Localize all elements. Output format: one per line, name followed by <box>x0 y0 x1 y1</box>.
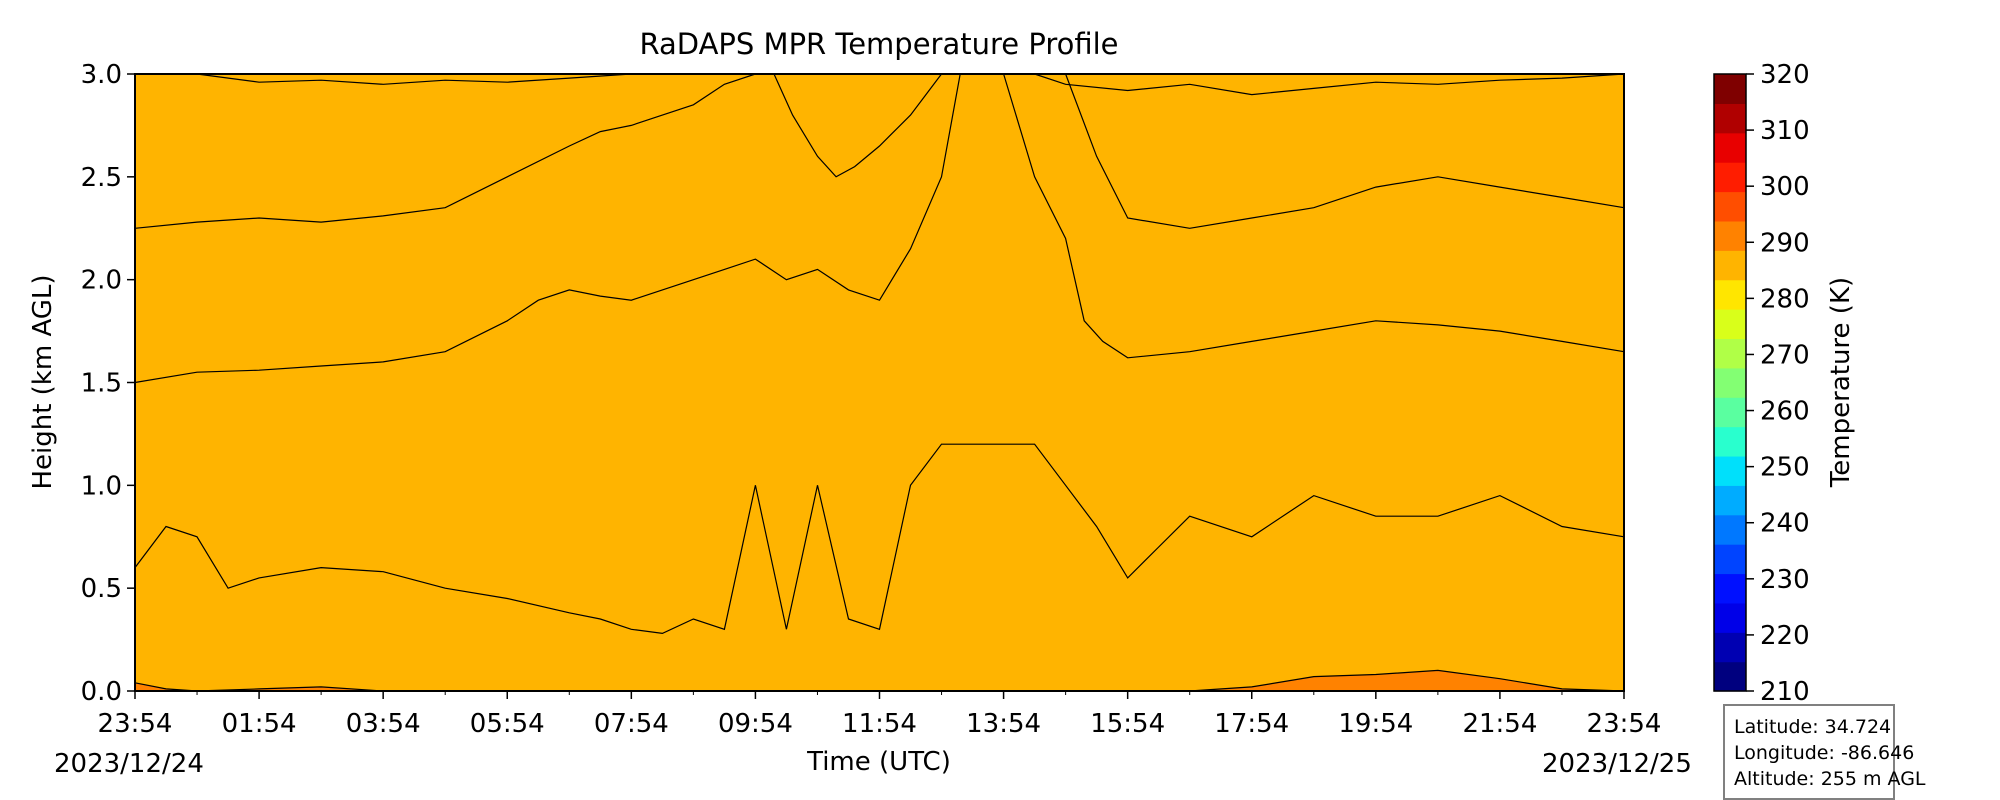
colorbar-tick-label: 260 <box>1760 397 1810 427</box>
x-tick-label: 21:54 <box>1462 709 1537 739</box>
start-date-label: 2023/12/24 <box>54 749 204 779</box>
colorbar-segment <box>1714 602 1746 633</box>
x-tick-label: 23:54 <box>98 709 173 739</box>
colorbar-segment <box>1714 191 1746 222</box>
x-tick-label: 01:54 <box>222 709 297 739</box>
colorbar-segment <box>1714 455 1746 486</box>
y-tick-label: 3.0 <box>81 60 122 90</box>
colorbar-segment <box>1714 309 1746 340</box>
colorbar-frame <box>1713 73 1747 692</box>
colorbar-tick-label: 290 <box>1760 228 1810 258</box>
colorbar-tick-label: 310 <box>1760 116 1810 146</box>
latitude-text: Latitude: 34.724 <box>1734 716 1892 738</box>
chart-title: RaDAPS MPR Temperature Profile <box>639 27 1118 61</box>
colorbar-tick-label: 280 <box>1760 284 1810 314</box>
y-tick-label: 0.5 <box>81 574 122 604</box>
colorbar: 210 220 230 240 250 260 270 280 290 300 310 320 <box>1713 60 1810 707</box>
end-date-label: 2023/12/25 <box>1542 749 1692 779</box>
colorbar-label: Temperature (K) <box>1826 277 1856 488</box>
colorbar-tick-label: 210 <box>1760 677 1810 707</box>
colorbar-tick-label: 230 <box>1760 565 1810 595</box>
colorbar-tick-label: 220 <box>1760 621 1810 651</box>
contour-line-270 <box>134 73 1625 229</box>
y-tick-label: 2.0 <box>81 266 122 296</box>
colorbar-segment <box>1714 103 1746 134</box>
location-info-box: Latitude: 34.724 Longitude: -86.646 Alti… <box>1723 704 1926 800</box>
colorbar-tick-label: 240 <box>1760 509 1810 539</box>
x-tick-label: 09:54 <box>718 709 793 739</box>
x-tick-label: 13:54 <box>966 709 1041 739</box>
colorbar-segment <box>1714 632 1746 663</box>
x-tick-label: 19:54 <box>1338 709 1413 739</box>
colorbar-segment <box>1714 573 1746 604</box>
x-axis-label: Time (UTC) <box>806 747 951 777</box>
y-tick-label: 1.0 <box>81 471 122 501</box>
altitude-text: Altitude: 255 m AGL <box>1734 768 1926 790</box>
x-tick-label: 03:54 <box>346 709 421 739</box>
colorbar-segment <box>1714 661 1746 692</box>
temperature-fill-bands <box>135 74 1624 691</box>
y-axis: 0.0 0.5 1.0 1.5 2.0 2.5 3.0 <box>81 60 135 707</box>
fill-band-285 <box>135 74 1624 691</box>
x-tick-label: 23:54 <box>1587 709 1662 739</box>
longitude-text: Longitude: -86.646 <box>1734 742 1915 764</box>
x-tick-label: 07:54 <box>594 709 669 739</box>
colorbar-segment <box>1714 338 1746 369</box>
y-tick-label: 1.5 <box>81 369 122 399</box>
colorbar-tick-label: 300 <box>1760 172 1810 202</box>
colorbar-segment <box>1714 250 1746 281</box>
y-tick-label: 2.5 <box>81 163 122 193</box>
x-tick-label: 05:54 <box>470 709 545 739</box>
colorbar-segment <box>1714 485 1746 516</box>
y-tick-label: 0.0 <box>81 677 122 707</box>
colorbar-segment <box>1714 74 1746 104</box>
x-tick-label: 17:54 <box>1214 709 1289 739</box>
x-tick-label: 11:54 <box>842 709 917 739</box>
plot-area <box>134 73 1625 692</box>
colorbar-tick-label: 320 <box>1760 60 1810 90</box>
x-tick-label: 15:54 <box>1090 709 1165 739</box>
colorbar-segment <box>1714 544 1746 575</box>
colorbar-segment <box>1714 220 1746 251</box>
colorbar-segment <box>1714 367 1746 398</box>
y-axis-label: Height (km AGL) <box>28 274 58 489</box>
colorbar-segment <box>1714 132 1746 163</box>
contour-line-280 <box>134 443 1625 635</box>
contour-line-275 <box>134 73 1625 384</box>
colorbar-tick-label: 270 <box>1760 340 1810 370</box>
colorbar-segment <box>1714 162 1746 193</box>
colorbar-segment <box>1714 514 1746 545</box>
colorbar-tick-label: 250 <box>1760 453 1810 483</box>
x-axis: 23:54 01:54 03:54 05:54 07:54 09:54 11:54 13:54… <box>98 691 1662 739</box>
colorbar-segment <box>1714 397 1746 428</box>
colorbar-segment <box>1714 279 1746 310</box>
colorbar-segment <box>1714 426 1746 457</box>
